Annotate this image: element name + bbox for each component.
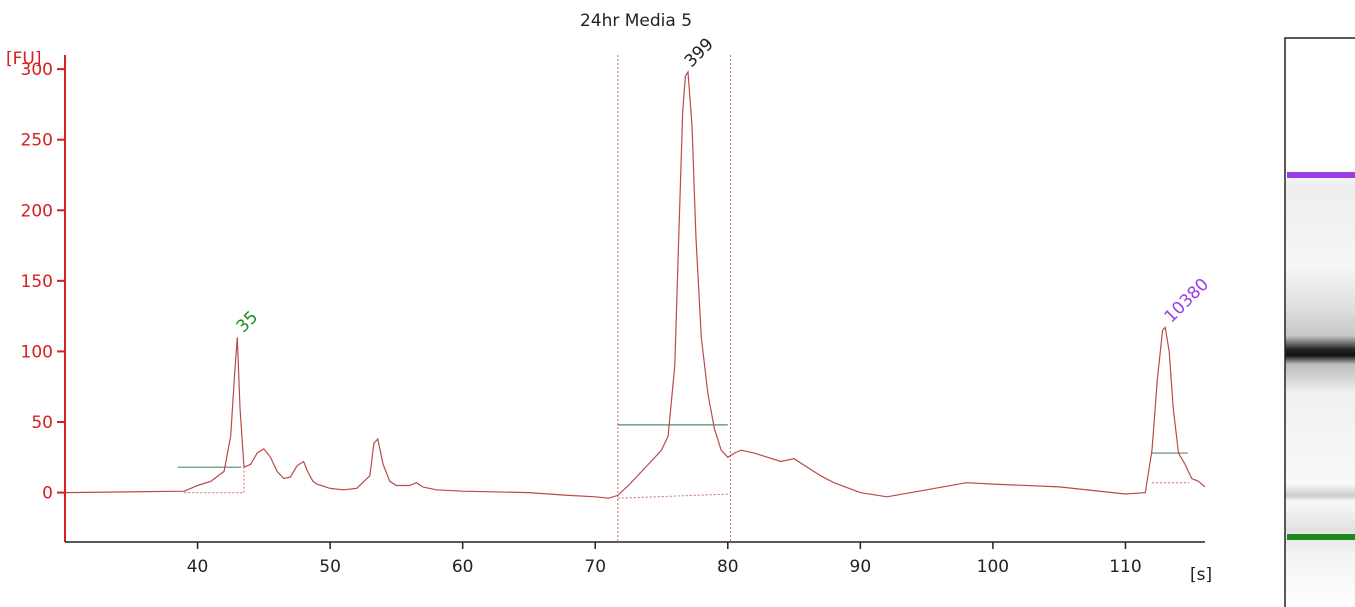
peak-label: 399 [681,34,718,71]
y-tick-label: 200 [21,201,53,221]
x-tick-label: 90 [850,557,872,577]
x-tick-label: 110 [1109,557,1141,577]
y-tick-label: 100 [21,342,53,362]
x-tick-label: 50 [319,557,341,577]
upper-marker-band [1287,172,1355,178]
chart-title: 24hr Media 5 [580,11,692,31]
data-traces [64,69,1206,499]
peak-label: 35 [233,307,262,336]
peak-baseline [617,493,731,499]
x-tick-label: 60 [452,557,474,577]
y-axis-label: [FU] [6,49,42,69]
y-tick-label: 250 [21,131,53,151]
x-axis-label: [s] [1190,565,1212,585]
x-tick-label: 80 [717,557,739,577]
x-tick-label: 100 [977,557,1009,577]
peak-regions [177,55,1190,542]
peak-label: 10380 [1161,275,1213,327]
y-tick-label: 300 [21,60,53,80]
electropherogram-trace [64,69,1206,499]
x-tick-label: 70 [584,557,606,577]
lower-marker-band [1287,534,1355,540]
y-tick-label: 0 [42,484,53,504]
peak-labels: 35 399 10380 [233,34,1213,336]
y-tick-label: 50 [31,413,53,433]
axes: 0 50 100 150 200 250 300 40 50 60 70 80 90 100 110 [21,55,1205,577]
gel-lane-background [1284,37,1355,607]
y-tick-label: 150 [21,272,53,292]
x-tick-label: 40 [187,557,209,577]
gel-lane [1284,37,1355,607]
